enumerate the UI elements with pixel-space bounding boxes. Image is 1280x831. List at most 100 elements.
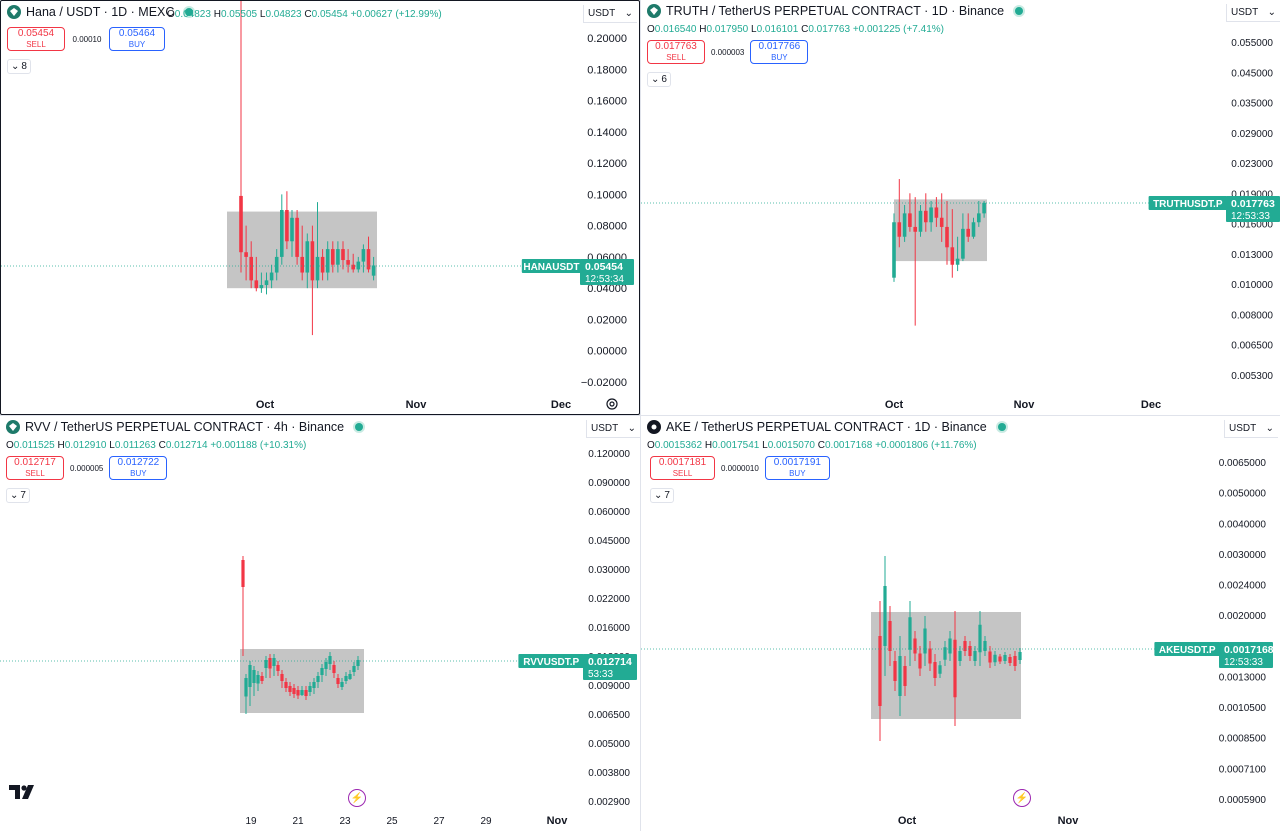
ohlc-readout: O0.04823 H0.05505 L0.04823 C0.05454 +0.0…	[167, 9, 442, 20]
price-chart-ake[interactable]: 0.0065000 0.0050000 0.0040000 0.0030000 0.00…	[641, 416, 1280, 831]
candle-body	[371, 265, 376, 276]
buy-label: BUY	[789, 469, 806, 478]
candle-body	[315, 256, 320, 281]
candle-body	[280, 674, 284, 681]
tradingview-logo-icon[interactable]	[9, 785, 35, 799]
close-value: 0.017763	[808, 24, 851, 35]
x-axis-tick-label: 25	[386, 816, 398, 827]
price-tag: 0.05454	[585, 261, 623, 273]
buy-button[interactable]: 0.012722 BUY	[109, 456, 168, 480]
chart-pane-hana[interactable]: 0.20000 0.18000 0.16000 0.14000 0.12000 0.100…	[0, 0, 640, 415]
x-axis-tick-label: 29	[480, 816, 492, 827]
y-axis-tick-label: 0.013000	[1231, 250, 1273, 261]
candle-body	[260, 676, 264, 681]
open-value: 0.016540	[654, 24, 697, 35]
y-axis-tick-label: 0.0010500	[1219, 703, 1267, 714]
symbol-title[interactable]: RVV / TetherUS PERPETUAL CONTRACT · 4h ·…	[25, 420, 345, 434]
sell-button[interactable]: 0.017763 SELL	[647, 40, 705, 64]
currency-selector[interactable]: USDT ⌄	[586, 420, 640, 438]
y-axis-tick-label: 0.0050000	[1219, 489, 1267, 500]
lightning-icon[interactable]: ⚡	[1013, 789, 1031, 807]
candle-body	[982, 202, 986, 214]
settings-gear-icon[interactable]	[605, 397, 619, 411]
chevron-down-icon: ⌄	[654, 490, 663, 501]
pane-divider-horizontal[interactable]	[0, 415, 1280, 416]
candle-body	[252, 670, 256, 683]
price-tag-bg	[1226, 196, 1280, 222]
currency-label: USDT	[1229, 423, 1257, 434]
symbol-legend: RVV / TetherUS PERPETUAL CONTRACT · 4h ·…	[6, 420, 364, 434]
candle-body	[276, 665, 280, 671]
candle-body	[296, 690, 300, 696]
buy-label: BUY	[130, 469, 147, 478]
lightning-icon[interactable]: ⚡	[348, 789, 366, 807]
countdown-tag: 12:53:33	[1231, 211, 1270, 222]
candle-body	[950, 247, 955, 265]
indicators-toggle[interactable]: ⌄ 6	[647, 72, 671, 87]
currency-selector[interactable]: USDT ⌄	[1226, 4, 1280, 22]
candle-body	[924, 210, 928, 223]
y-axis-tick-label: 0.0008500	[1219, 734, 1267, 745]
x-axis-tick-label: 21	[292, 816, 304, 827]
candle-body	[325, 249, 330, 273]
candle-body	[244, 678, 248, 697]
symbol-tag-bg	[521, 259, 581, 273]
candle-body	[908, 213, 912, 227]
chevron-down-icon: ⌄	[10, 490, 19, 501]
currency-selector[interactable]: USDT ⌄	[1224, 420, 1278, 438]
y-axis-tick-label: 0.14000	[587, 127, 627, 139]
indicators-toggle[interactable]: ⌄ 7	[6, 488, 30, 503]
price-chart-rvv[interactable]: 0.120000 0.090000 0.060000 0.045000 0.030000…	[0, 416, 640, 831]
candle-body	[259, 285, 264, 289]
y-axis-tick-label: 0.008000	[1231, 310, 1273, 321]
y-axis-tick-label: 0.08000	[587, 221, 627, 233]
currency-selector[interactable]: USDT ⌄	[583, 5, 637, 23]
candle-body	[1013, 656, 1017, 666]
indicators-toggle[interactable]: ⌄ 7	[650, 488, 674, 503]
chart-pane-truth[interactable]: 0.055000 0.045000 0.035000 0.029000 0.023000…	[641, 0, 1280, 415]
ohlc-readout: O0.016540 H0.017950 L0.016101 C0.017763 …	[647, 24, 944, 35]
symbol-title[interactable]: TRUTH / TetherUS PERPETUAL CONTRACT · 1D…	[666, 4, 1005, 18]
indicators-count: 7	[664, 490, 670, 501]
symbol-title[interactable]: Hana / USDT · 1D · MEXC	[26, 5, 175, 19]
price-tag-bg	[580, 259, 634, 285]
candle-body	[913, 638, 917, 654]
buy-button[interactable]: 0.05464 BUY	[109, 27, 165, 51]
y-axis-tick-label: 0.022000	[588, 594, 630, 605]
open-value: 0.011525	[13, 440, 55, 451]
sell-button[interactable]: 0.05454 SELL	[7, 27, 65, 51]
buy-button[interactable]: 0.0017191 BUY	[764, 456, 830, 480]
symbol-title[interactable]: AKE / TetherUS PERPETUAL CONTRACT · 1D ·…	[666, 420, 987, 434]
chevron-down-icon: ⌄	[651, 74, 660, 85]
sell-button[interactable]: 0.012717 SELL	[6, 456, 64, 480]
y-axis-tick-label: 0.0007100	[1219, 764, 1267, 775]
price-chart-truth[interactable]: 0.055000 0.045000 0.035000 0.029000 0.023000…	[641, 0, 1280, 415]
buy-price: 0.05464	[118, 28, 156, 39]
low-value: 0.011263	[114, 440, 156, 451]
buy-button[interactable]: 0.017766 BUY	[750, 40, 809, 64]
change-value: +0.0001806 (+11.76%)	[875, 440, 977, 451]
candle-body	[961, 228, 965, 259]
y-axis-tick-label: 0.0013000	[1219, 672, 1267, 683]
high-value: 0.012910	[64, 440, 107, 451]
x-axis-tick-label: Oct	[256, 399, 275, 411]
high-value: 0.05505	[220, 9, 258, 20]
chart-pane-rvv[interactable]: 0.120000 0.090000 0.060000 0.045000 0.030000…	[0, 416, 640, 831]
candle-body	[953, 639, 957, 698]
high-value: 0.017950	[706, 24, 749, 35]
chart-pane-ake[interactable]: 0.0065000 0.0050000 0.0040000 0.0030000 0.00…	[641, 416, 1280, 831]
y-axis-tick-label: 0.005300	[1231, 371, 1273, 382]
candle-body	[361, 249, 366, 262]
candle-body	[878, 636, 882, 706]
price-chart-hana[interactable]: 0.20000 0.18000 0.16000 0.14000 0.12000 0.100…	[1, 1, 640, 415]
sell-button[interactable]: 0.0017181 SELL	[650, 456, 715, 480]
candle-body	[943, 647, 947, 660]
candle-body	[341, 249, 345, 261]
y-axis-tick-label: 0.003800	[588, 768, 630, 779]
sell-label: SELL	[26, 40, 46, 49]
indicators-toggle[interactable]: ⌄ 8	[7, 59, 31, 74]
x-axis-tick-label: Oct	[885, 399, 904, 411]
candle-body	[366, 249, 371, 270]
y-axis-tick-label: 0.120000	[588, 449, 630, 460]
candle-body	[356, 261, 361, 270]
